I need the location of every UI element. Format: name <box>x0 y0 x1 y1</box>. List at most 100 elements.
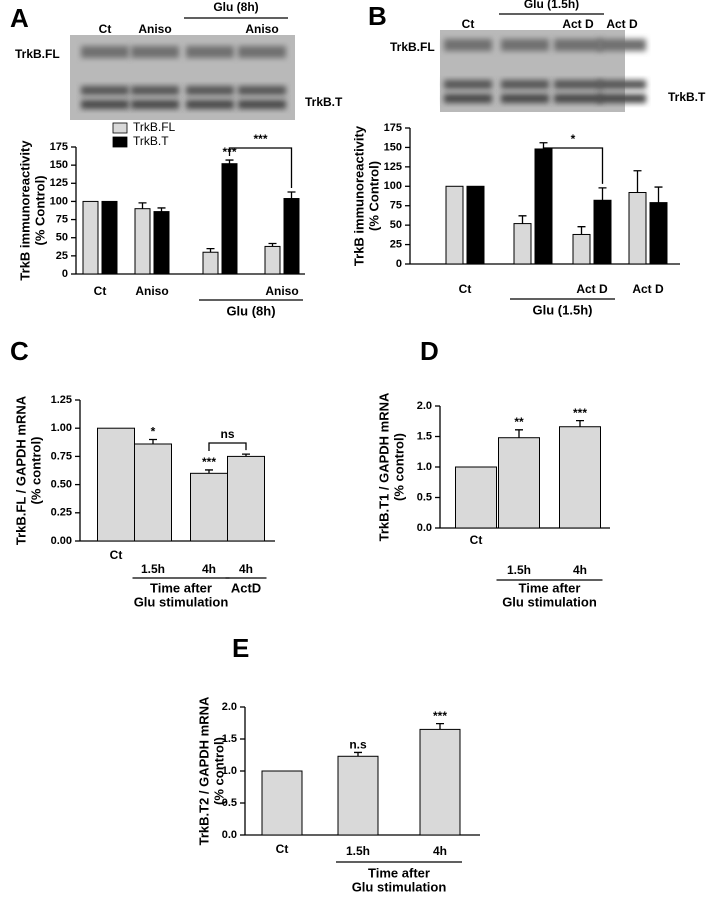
blot-band <box>598 39 646 51</box>
y-axis-label: (% Control) <box>366 161 381 231</box>
bar <box>534 148 553 265</box>
bracket-label: *** <box>253 132 267 146</box>
y-tick-label: 0.50 <box>51 479 72 491</box>
bar <box>202 251 219 275</box>
bar <box>455 466 497 529</box>
y-tick-label: 1.0 <box>222 765 237 777</box>
x-tick-label: Ct <box>459 282 472 296</box>
band-label: TrkB.T <box>668 90 706 104</box>
y-axis-label: TrkB.T2 / GAPDH mRNA <box>196 696 211 845</box>
group-label: Glu (1.5h) <box>533 302 593 317</box>
panel-letter: E <box>232 633 249 663</box>
blot-band <box>186 100 234 109</box>
error-bar <box>518 215 527 224</box>
blot-band <box>444 80 492 89</box>
blot-band <box>554 39 602 51</box>
bar <box>445 185 464 265</box>
y-axis-label: TrkB immunoreactivity <box>351 125 366 266</box>
y-tick-label: 75 <box>56 213 68 225</box>
y-axis-label: (% control) <box>391 433 406 501</box>
group-label: Glu (8h) <box>226 303 275 318</box>
y-tick-label: 150 <box>50 159 68 171</box>
group-label: Glu stimulation <box>134 594 229 609</box>
x-tick-label: Ct <box>470 533 483 547</box>
blot-lane-label: Ct <box>99 22 112 36</box>
blot-band <box>186 46 234 58</box>
y-tick-label: 0.00 <box>51 535 72 547</box>
x-tick-label: 1.5h <box>346 844 370 858</box>
y-tick-label: 50 <box>56 232 68 244</box>
error-bar <box>205 469 213 474</box>
bar <box>190 472 228 542</box>
y-tick-label: 150 <box>384 141 402 153</box>
group-label: Glu stimulation <box>502 594 597 609</box>
bar <box>261 770 303 836</box>
bar <box>153 211 170 275</box>
y-tick-label: 175 <box>384 122 402 134</box>
y-tick-label: 125 <box>384 161 402 173</box>
blot-band <box>598 80 646 89</box>
blot-group-label: Glu (1.5h) <box>524 0 579 11</box>
bar <box>649 202 668 265</box>
x-tick-label: Aniso <box>265 284 298 298</box>
y-tick-label: 0.25 <box>51 507 72 519</box>
error-bar <box>268 242 277 247</box>
group-label: Glu stimulation <box>352 879 447 894</box>
group-label: Time after <box>150 580 212 595</box>
bar <box>134 443 172 542</box>
y-axis-label: TrkB.T1 / GAPDH mRNA <box>376 392 391 541</box>
blot-band <box>238 100 286 109</box>
blot-lane-label: Act D <box>606 17 638 31</box>
y-tick-label: 1.5 <box>222 733 237 745</box>
x-tick-label: Ct <box>110 548 123 562</box>
error-bar <box>242 453 250 457</box>
y-axis-label: (% control) <box>211 737 226 805</box>
panel-letter: D <box>420 336 439 366</box>
bar <box>572 233 591 265</box>
blot-band <box>501 80 549 89</box>
blot-band <box>81 46 129 58</box>
error-bar <box>654 186 663 203</box>
panel-letter: A <box>10 3 29 33</box>
y-tick-label: 75 <box>390 200 402 212</box>
blot-band <box>81 100 129 109</box>
x-tick-label: Ct <box>276 842 289 856</box>
blot-lane-label: Aniso <box>245 22 278 36</box>
y-tick-label: 0 <box>396 258 402 270</box>
error-bar <box>354 751 362 757</box>
bar <box>559 426 601 529</box>
x-tick-label: 4h <box>433 844 447 858</box>
bracket <box>228 147 293 188</box>
x-tick-label: 4h <box>239 562 253 576</box>
legend-swatch <box>112 122 128 134</box>
bar <box>227 455 265 542</box>
blot-band <box>444 94 492 103</box>
error-bar <box>157 207 166 212</box>
bar <box>419 728 461 836</box>
bar <box>264 245 281 275</box>
bar <box>337 755 379 836</box>
legend-swatch <box>112 136 128 148</box>
blot-band <box>81 86 129 95</box>
legend-label: TrkB.T <box>133 134 169 148</box>
error-bar <box>598 187 607 201</box>
bar <box>466 185 485 265</box>
blot-band <box>554 80 602 89</box>
y-tick-label: 1.5 <box>417 430 432 442</box>
significance-label: ** <box>514 415 524 429</box>
blot-band <box>501 94 549 103</box>
group-label: ActD <box>231 580 261 595</box>
blot-band <box>444 39 492 51</box>
group-label: Time after <box>368 865 430 880</box>
blot-band <box>501 39 549 51</box>
blot-band <box>186 86 234 95</box>
bracket-label: * <box>571 132 576 146</box>
x-tick-label: 1.5h <box>141 562 165 576</box>
x-tick-label: Act D <box>632 282 664 296</box>
error-bar <box>149 438 157 444</box>
blot-band <box>554 94 602 103</box>
error-bar <box>225 159 234 164</box>
y-tick-label: 50 <box>390 219 402 231</box>
y-axis-label: (% control) <box>28 437 43 505</box>
